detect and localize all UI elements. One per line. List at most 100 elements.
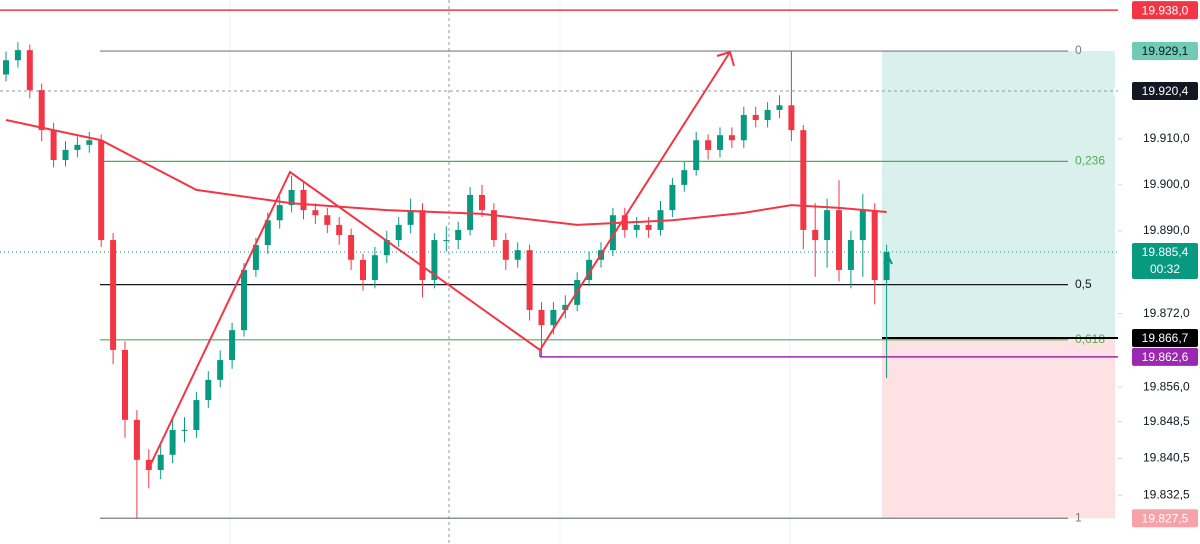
candle-body — [229, 330, 236, 361]
candle-body — [395, 224, 402, 241]
candle-body — [645, 224, 652, 230]
candle-body — [717, 135, 723, 150]
candle-body — [50, 130, 57, 161]
candle-body — [562, 304, 569, 310]
candle-body — [752, 114, 759, 121]
candle-body — [883, 251, 890, 281]
fib-label: 0,618 — [1075, 332, 1105, 346]
candle-body — [217, 360, 224, 380]
y-tick-label: 19.848,5 — [1143, 414, 1190, 428]
price-tag-label: 19.862,6 — [1142, 350, 1189, 364]
fib-label: 0,5 — [1075, 277, 1092, 291]
candle-body — [14, 50, 21, 61]
fib-label: 1 — [1075, 510, 1082, 524]
crosshair-plus[interactable] — [1113, 84, 1129, 100]
candle-body — [169, 429, 176, 455]
price-tag-label: 19.929,1 — [1142, 44, 1189, 58]
candle-body — [252, 245, 259, 270]
candle-body — [705, 140, 712, 150]
candle-body — [740, 114, 747, 141]
candle-body — [443, 240, 450, 242]
candle-body — [824, 210, 831, 241]
candle-body — [538, 309, 545, 326]
price-tag-label: 19.920,4 — [1142, 84, 1189, 98]
price-tag-label: 19.885,4 — [1142, 245, 1189, 259]
candle-body — [800, 130, 807, 230]
candle-body — [407, 210, 414, 225]
candle-body — [110, 240, 117, 350]
fib-label: 0,236 — [1075, 154, 1105, 168]
candle-body — [74, 144, 81, 150]
candle-body — [859, 210, 866, 241]
candle-body — [871, 210, 878, 281]
candle-body — [336, 224, 343, 235]
candle-body — [836, 210, 842, 270]
candle-body — [490, 210, 497, 241]
candle-body — [157, 454, 164, 470]
candle-body — [586, 259, 593, 281]
candle-body — [788, 105, 795, 131]
candle-body — [133, 419, 140, 460]
y-tick-label: 19.856,0 — [1143, 379, 1190, 393]
price-tag-label: 19.827,5 — [1142, 511, 1189, 525]
candle-body — [264, 220, 271, 246]
candle-body — [431, 240, 438, 281]
candle-body — [526, 250, 533, 310]
candle-body — [847, 240, 854, 270]
candle-body — [26, 50, 33, 91]
candle-body — [514, 250, 521, 260]
y-tick-label: 19.832,5 — [1143, 487, 1190, 501]
price-tag — [1132, 242, 1198, 279]
zigzag-drawing — [147, 51, 731, 471]
candle-body — [681, 170, 688, 185]
candle-body — [38, 90, 45, 131]
candle-body — [181, 429, 188, 431]
candle-body — [550, 309, 557, 326]
candle-body — [633, 224, 640, 230]
price-tag — [1132, 1, 1198, 20]
y-tick-label: 19.910,0 — [1143, 131, 1190, 145]
candle-body — [348, 234, 355, 260]
candle-body — [419, 210, 426, 281]
candle-body — [86, 140, 93, 145]
candle-body — [288, 189, 295, 206]
y-tick-label: 19.840,5 — [1143, 451, 1190, 465]
candle-body — [145, 459, 152, 470]
candle-body — [324, 215, 331, 225]
candle-body — [360, 259, 366, 281]
candle-body — [193, 400, 200, 430]
candle-body — [455, 229, 462, 241]
candle-body — [764, 109, 771, 121]
candle-body — [609, 215, 616, 251]
candle-body — [479, 194, 485, 211]
arrow-head — [716, 50, 735, 67]
price-tag — [1132, 509, 1198, 528]
y-tick-label: 19.890,0 — [1143, 223, 1190, 237]
candle-body — [241, 269, 247, 331]
candle-body — [98, 140, 105, 241]
stop-zone — [882, 337, 1115, 519]
candle-body — [205, 379, 212, 401]
candle-body — [300, 189, 307, 211]
candle-body — [312, 210, 319, 216]
candle-body — [502, 240, 509, 260]
price-tag-label: 19.938,0 — [1142, 3, 1189, 17]
price-arrow — [883, 253, 893, 265]
candle-body — [62, 149, 69, 161]
profit-zone — [882, 51, 1115, 338]
candle-body — [276, 205, 283, 221]
candle-body — [371, 255, 378, 281]
price-tag — [1132, 42, 1198, 61]
y-tick-label: 19.872,0 — [1143, 306, 1190, 320]
y-tick-label: 19.900,0 — [1143, 177, 1190, 191]
candle-body — [693, 140, 700, 171]
candle-body — [669, 184, 676, 211]
moving-average — [5, 119, 887, 226]
candle-body — [776, 105, 783, 110]
price-tag — [1132, 328, 1198, 347]
candle-body — [812, 229, 819, 241]
price-tag-label: 19.866,7 — [1142, 331, 1189, 345]
candle-body — [728, 135, 735, 141]
price-tag — [1132, 347, 1198, 366]
